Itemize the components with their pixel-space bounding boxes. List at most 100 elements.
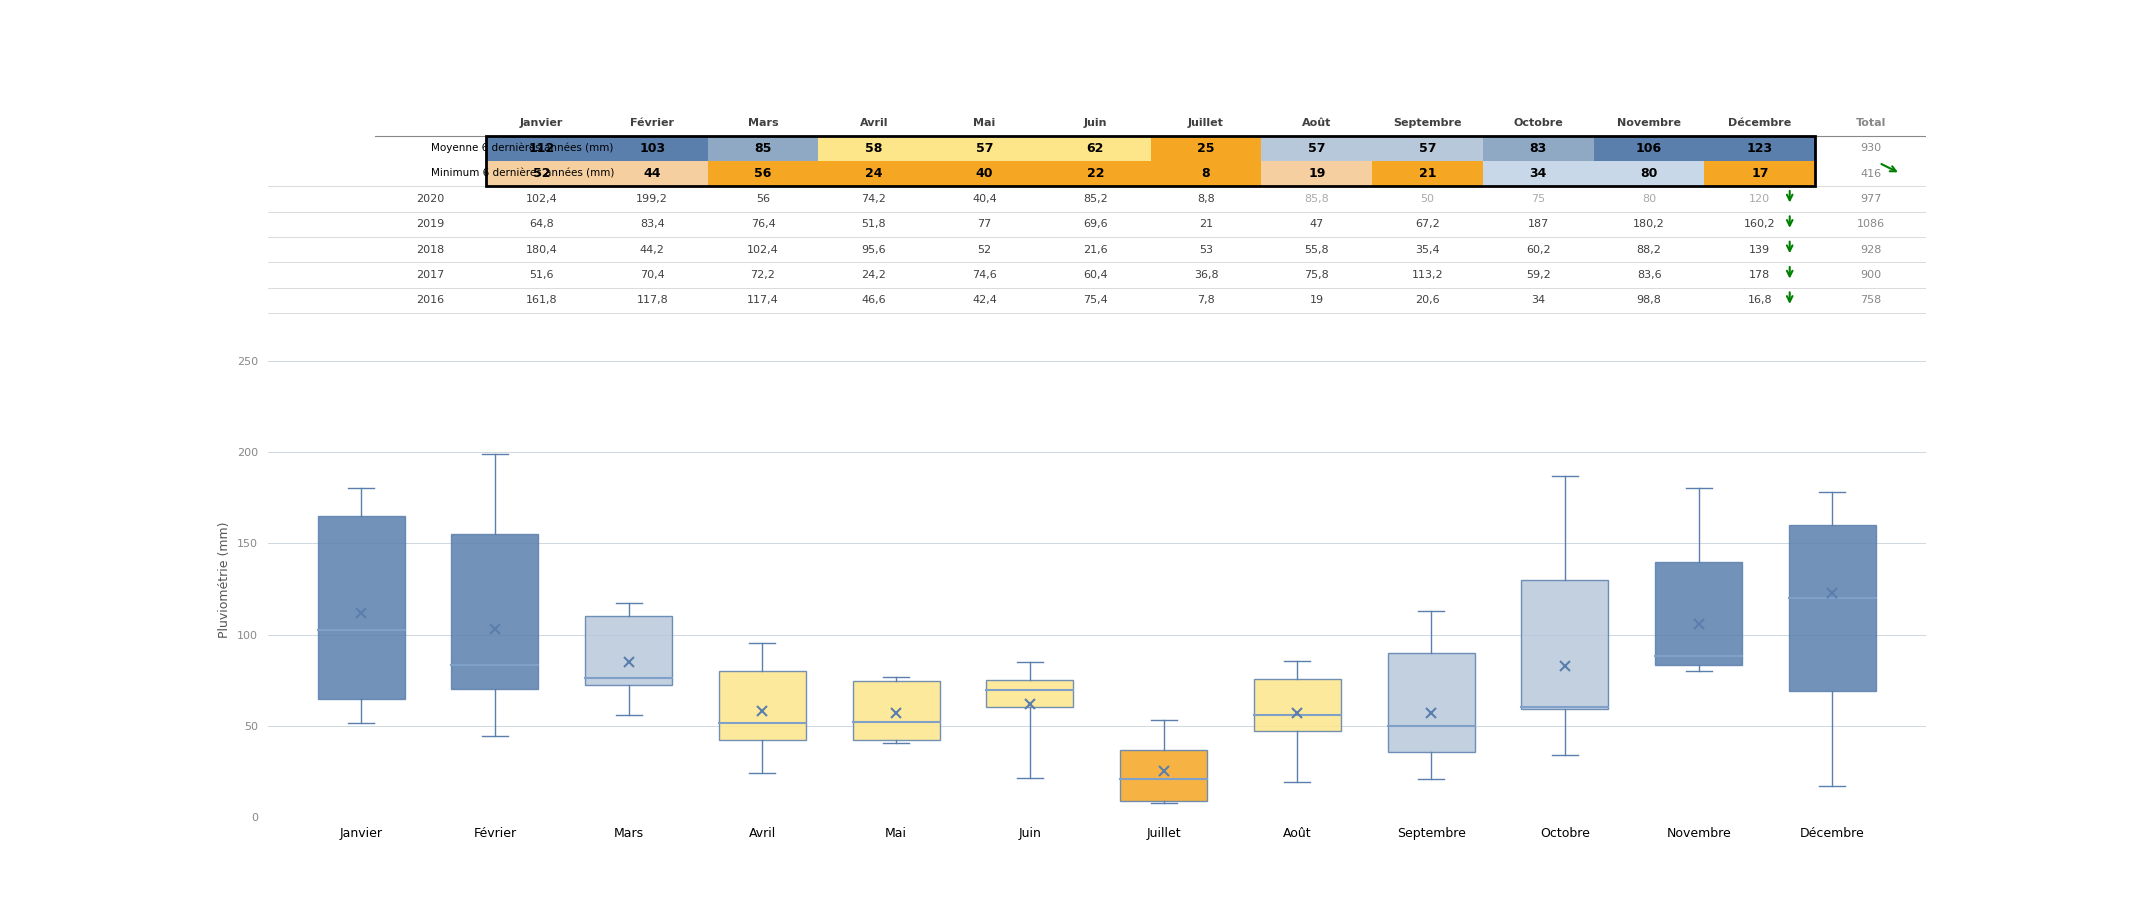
Text: 117,8: 117,8: [636, 296, 668, 306]
Bar: [1654, 562, 1742, 665]
Text: 70,4: 70,4: [640, 270, 666, 280]
Text: 416: 416: [1860, 169, 1881, 178]
Text: Juin: Juin: [1083, 118, 1106, 128]
Text: 67,2: 67,2: [1415, 219, 1440, 230]
Text: 17: 17: [1751, 167, 1768, 180]
Bar: [452, 534, 539, 688]
Text: 113,2: 113,2: [1412, 270, 1442, 280]
Text: 46,6: 46,6: [862, 296, 886, 306]
Text: 2020: 2020: [417, 194, 445, 204]
Bar: [1260, 161, 1372, 186]
Text: 57: 57: [1419, 141, 1436, 155]
Text: 977: 977: [1860, 194, 1881, 204]
Bar: [852, 681, 939, 740]
Text: 53: 53: [1198, 244, 1213, 254]
Text: 58: 58: [865, 141, 882, 155]
Text: 74,6: 74,6: [972, 270, 997, 280]
Text: Octobre: Octobre: [1513, 118, 1562, 128]
Text: 74,2: 74,2: [860, 194, 886, 204]
Text: 98,8: 98,8: [1637, 296, 1661, 306]
Text: 2017: 2017: [417, 270, 445, 280]
Text: 24,2: 24,2: [860, 270, 886, 280]
Text: 60,4: 60,4: [1083, 270, 1109, 280]
Text: 180,4: 180,4: [526, 244, 556, 254]
Text: 102,4: 102,4: [526, 194, 556, 204]
Text: 34: 34: [1532, 296, 1545, 306]
Text: 85,2: 85,2: [1083, 194, 1109, 204]
Text: 40: 40: [976, 167, 993, 180]
Text: 178: 178: [1748, 270, 1770, 280]
Text: 40,4: 40,4: [972, 194, 997, 204]
Text: 199,2: 199,2: [636, 194, 668, 204]
Text: 8: 8: [1203, 167, 1211, 180]
Bar: [486, 136, 1815, 186]
Text: 95,6: 95,6: [862, 244, 886, 254]
Text: 88,2: 88,2: [1637, 244, 1661, 254]
Text: 120: 120: [1748, 194, 1770, 204]
Bar: [486, 161, 597, 186]
Text: 20,6: 20,6: [1415, 296, 1440, 306]
Bar: [1522, 580, 1609, 709]
Text: 8,8: 8,8: [1196, 194, 1216, 204]
Bar: [929, 136, 1040, 161]
Bar: [1387, 653, 1474, 753]
Text: 59,2: 59,2: [1526, 270, 1552, 280]
Text: 35,4: 35,4: [1415, 244, 1440, 254]
Text: 19: 19: [1310, 296, 1325, 306]
Text: 80: 80: [1641, 167, 1659, 180]
Bar: [1119, 750, 1207, 801]
Y-axis label: Pluviométrie (mm): Pluviométrie (mm): [218, 521, 231, 638]
Text: 42,4: 42,4: [972, 296, 997, 306]
Text: Mai: Mai: [974, 118, 995, 128]
Bar: [597, 136, 708, 161]
Text: 7,8: 7,8: [1196, 296, 1216, 306]
Text: 57: 57: [976, 141, 993, 155]
Text: 75,8: 75,8: [1305, 270, 1329, 280]
Bar: [708, 136, 817, 161]
Text: 56: 56: [753, 167, 773, 180]
Text: 72,2: 72,2: [751, 270, 775, 280]
Text: 75,4: 75,4: [1083, 296, 1109, 306]
Text: 21,6: 21,6: [1083, 244, 1109, 254]
Bar: [1483, 161, 1594, 186]
Text: 34: 34: [1530, 167, 1547, 180]
Text: 62: 62: [1087, 141, 1104, 155]
Text: 112: 112: [529, 141, 554, 155]
Bar: [1372, 136, 1483, 161]
Bar: [1703, 161, 1815, 186]
Text: 51,8: 51,8: [862, 219, 886, 230]
Text: Moyenne 6 dernières années (mm): Moyenne 6 dernières années (mm): [430, 143, 612, 153]
Text: 103: 103: [640, 141, 666, 155]
Text: 930: 930: [1860, 143, 1881, 153]
Text: 139: 139: [1748, 244, 1770, 254]
Text: 36,8: 36,8: [1194, 270, 1218, 280]
Text: 77: 77: [978, 219, 991, 230]
Text: 85,8: 85,8: [1305, 194, 1329, 204]
Bar: [317, 516, 404, 699]
Text: 117,4: 117,4: [747, 296, 779, 306]
Text: Août: Août: [1301, 118, 1331, 128]
Text: 161,8: 161,8: [526, 296, 556, 306]
Text: Janvier: Janvier: [520, 118, 563, 128]
Text: 1086: 1086: [1858, 219, 1885, 230]
Text: Février: Février: [629, 118, 674, 128]
Text: 76,4: 76,4: [751, 219, 775, 230]
Text: 80: 80: [1641, 194, 1656, 204]
Bar: [1372, 161, 1483, 186]
Bar: [1260, 136, 1372, 161]
Bar: [1151, 161, 1260, 186]
Bar: [584, 616, 672, 686]
Bar: [1151, 136, 1260, 161]
Text: 83,4: 83,4: [640, 219, 666, 230]
Text: 19: 19: [1308, 167, 1325, 180]
Text: 83: 83: [1530, 141, 1547, 155]
Bar: [1483, 136, 1594, 161]
Text: 52: 52: [533, 167, 550, 180]
Bar: [817, 136, 929, 161]
Text: Total: Total: [1855, 118, 1885, 128]
Text: 57: 57: [1308, 141, 1325, 155]
Text: 47: 47: [1310, 219, 1325, 230]
Bar: [987, 679, 1074, 707]
Text: 16,8: 16,8: [1748, 296, 1772, 306]
Text: 928: 928: [1860, 244, 1881, 254]
